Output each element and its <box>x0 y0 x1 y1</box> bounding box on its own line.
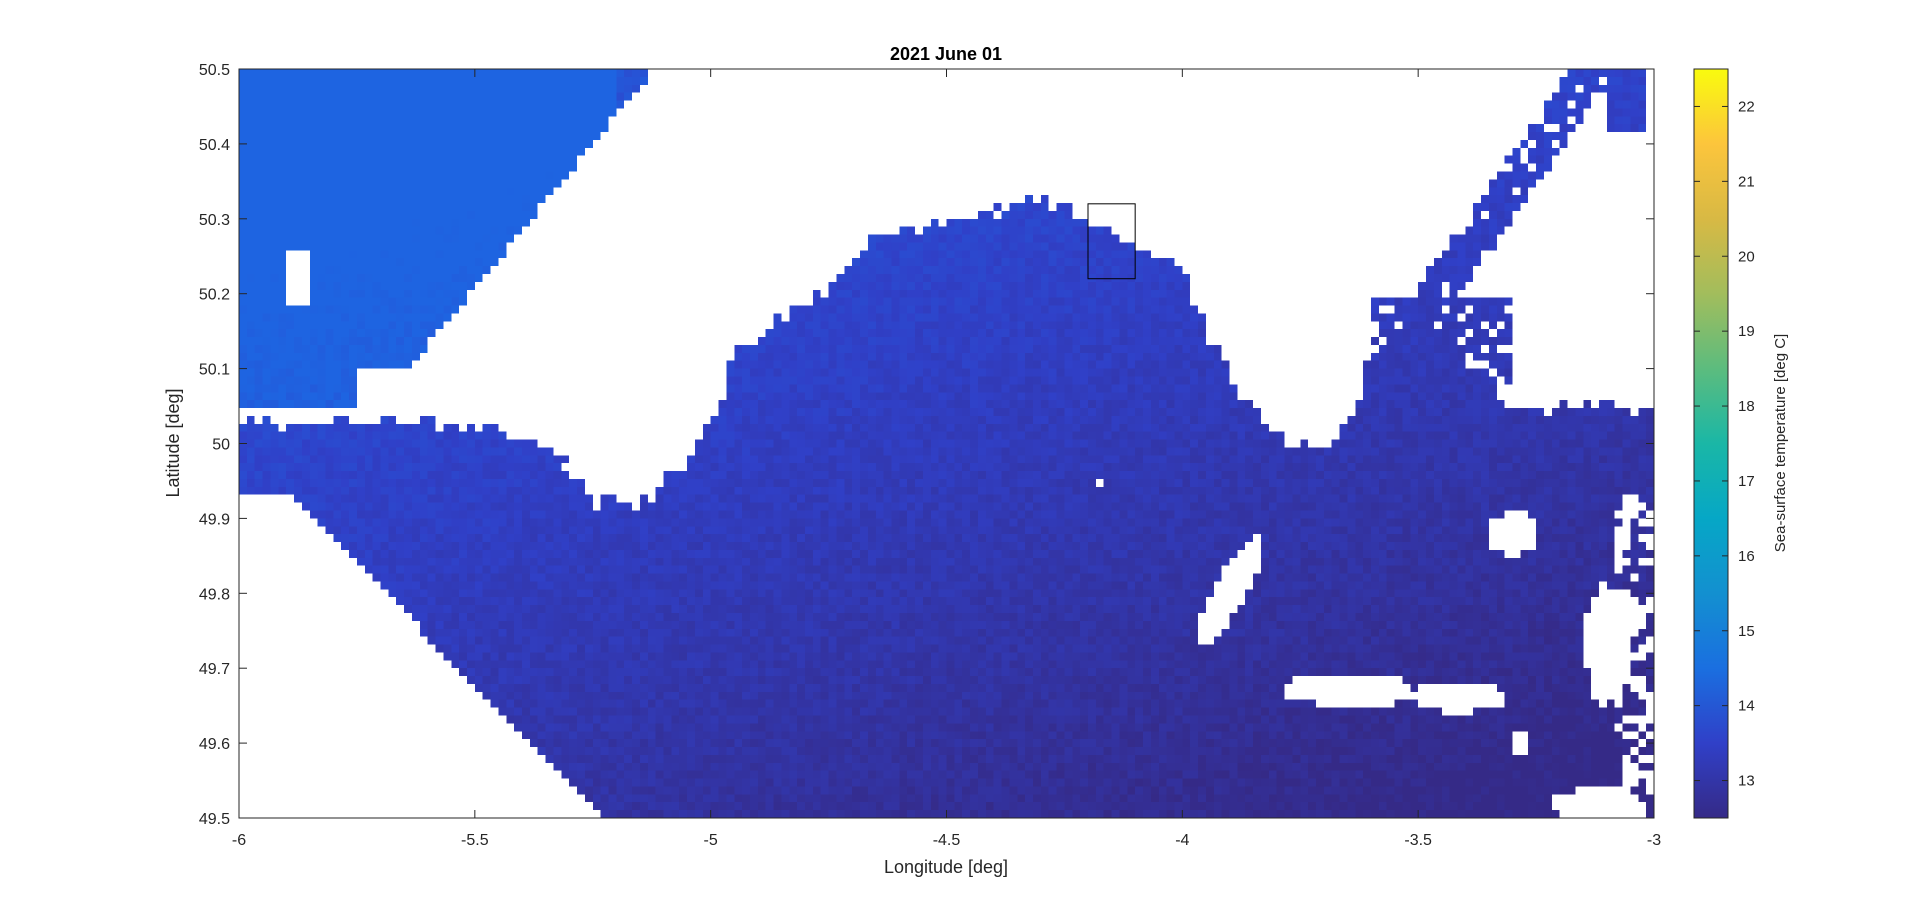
colorbar-tick-label: 13 <box>1738 773 1755 790</box>
colorbar-tick-label: 14 <box>1738 698 1755 715</box>
x-tick-label: -3 <box>1647 832 1661 849</box>
y-axis: 49.5 49.6 49.7 49.8 49.9 50 50.1 50.2 50.3 50.4 50… <box>199 62 1654 828</box>
y-tick-label: 50.3 <box>199 212 230 229</box>
colorbar-tick-label: 21 <box>1738 173 1755 190</box>
colorbar-tick-label: 16 <box>1738 548 1755 565</box>
y-tick-label: 49.5 <box>199 811 230 828</box>
x-tick-label: -3.5 <box>1404 832 1432 849</box>
colorbar-tick-label: 18 <box>1738 398 1755 415</box>
y-tick-label: 49.7 <box>199 661 230 678</box>
y-tick-label: 49.9 <box>199 511 230 528</box>
y-tick-label: 50.4 <box>199 137 230 154</box>
x-tick-label: -5 <box>704 832 718 849</box>
x-axis-label: Longitude [deg] <box>884 857 1008 877</box>
y-tick-label: 49.8 <box>199 586 230 603</box>
x-axis: -6 -5.5 -5 -4.5 -4 -3.5 -3 <box>232 69 1661 849</box>
colorbar-tick-label: 20 <box>1738 248 1755 265</box>
y-tick-label: 50.5 <box>199 62 230 79</box>
y-tick-label: 50.2 <box>199 287 230 304</box>
x-tick-label: -4.5 <box>933 832 961 849</box>
y-tick-label: 50.1 <box>199 362 230 379</box>
colorbar-ticks: 13 14 15 16 17 18 19 20 21 22 <box>1694 98 1755 790</box>
x-tick-label: -6 <box>232 832 246 849</box>
y-tick-label: 50 <box>212 437 230 454</box>
colorbar-label: Sea-surface temperature [deg C] <box>1772 334 1789 552</box>
colorbar-tick-label: 22 <box>1738 98 1755 115</box>
x-tick-label: -4 <box>1175 832 1189 849</box>
chart-title: 2021 June 01 <box>890 44 1002 64</box>
sst-raster <box>239 69 1654 818</box>
y-axis-label: Latitude [deg] <box>163 388 183 497</box>
colorbar-tick-label: 17 <box>1738 473 1755 490</box>
colorbar-tick-label: 19 <box>1738 323 1755 340</box>
colorbar-tick-label: 15 <box>1738 623 1755 640</box>
highlight-box <box>1087 203 1136 280</box>
sst-map <box>239 69 1654 818</box>
colorbar <box>1693 68 1729 819</box>
x-tick-label: -5.5 <box>461 832 489 849</box>
y-tick-label: 49.6 <box>199 736 230 753</box>
